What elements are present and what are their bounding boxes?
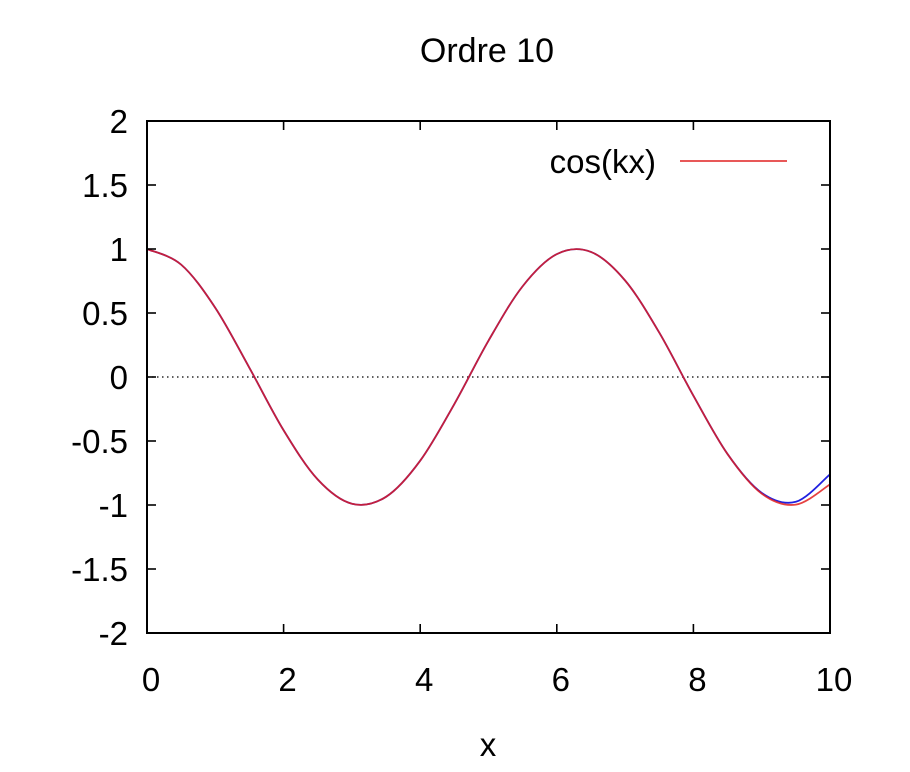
y-tick-label: -0.5 — [71, 423, 128, 460]
x-tick-label: 6 — [552, 661, 570, 698]
y-tick-label: -1.5 — [71, 551, 128, 588]
series-layer — [146, 248, 831, 506]
x-axis-label: x — [480, 726, 497, 763]
legend-label-cos-kx: cos(kx) — [550, 143, 656, 180]
x-tick-label: 10 — [816, 661, 853, 698]
legend: cos(kx) — [550, 143, 787, 180]
y-tick-label: 0 — [110, 359, 128, 396]
y-tick-label: 0.5 — [82, 295, 128, 332]
tick-layer — [146, 120, 831, 634]
y-tick-label: -1 — [99, 487, 128, 524]
x-tick-label: 2 — [278, 661, 296, 698]
chart-title: Ordre 10 — [420, 32, 554, 70]
x-tick-label: 0 — [142, 661, 160, 698]
y-tick-label: 1 — [110, 231, 128, 268]
series-line-0 — [146, 248, 831, 506]
y-tick-label: 1.5 — [82, 167, 128, 204]
x-tick-label: 4 — [415, 661, 433, 698]
x-tick-labels: 0 2 4 6 8 10 — [142, 661, 853, 698]
y-tick-label: -2 — [99, 615, 128, 652]
x-tick-label: 8 — [688, 661, 706, 698]
y-tick-label: 2 — [110, 103, 128, 140]
y-tick-labels: 2 1.5 1 0.5 0 -0.5 -1 -1.5 -2 — [71, 103, 128, 652]
